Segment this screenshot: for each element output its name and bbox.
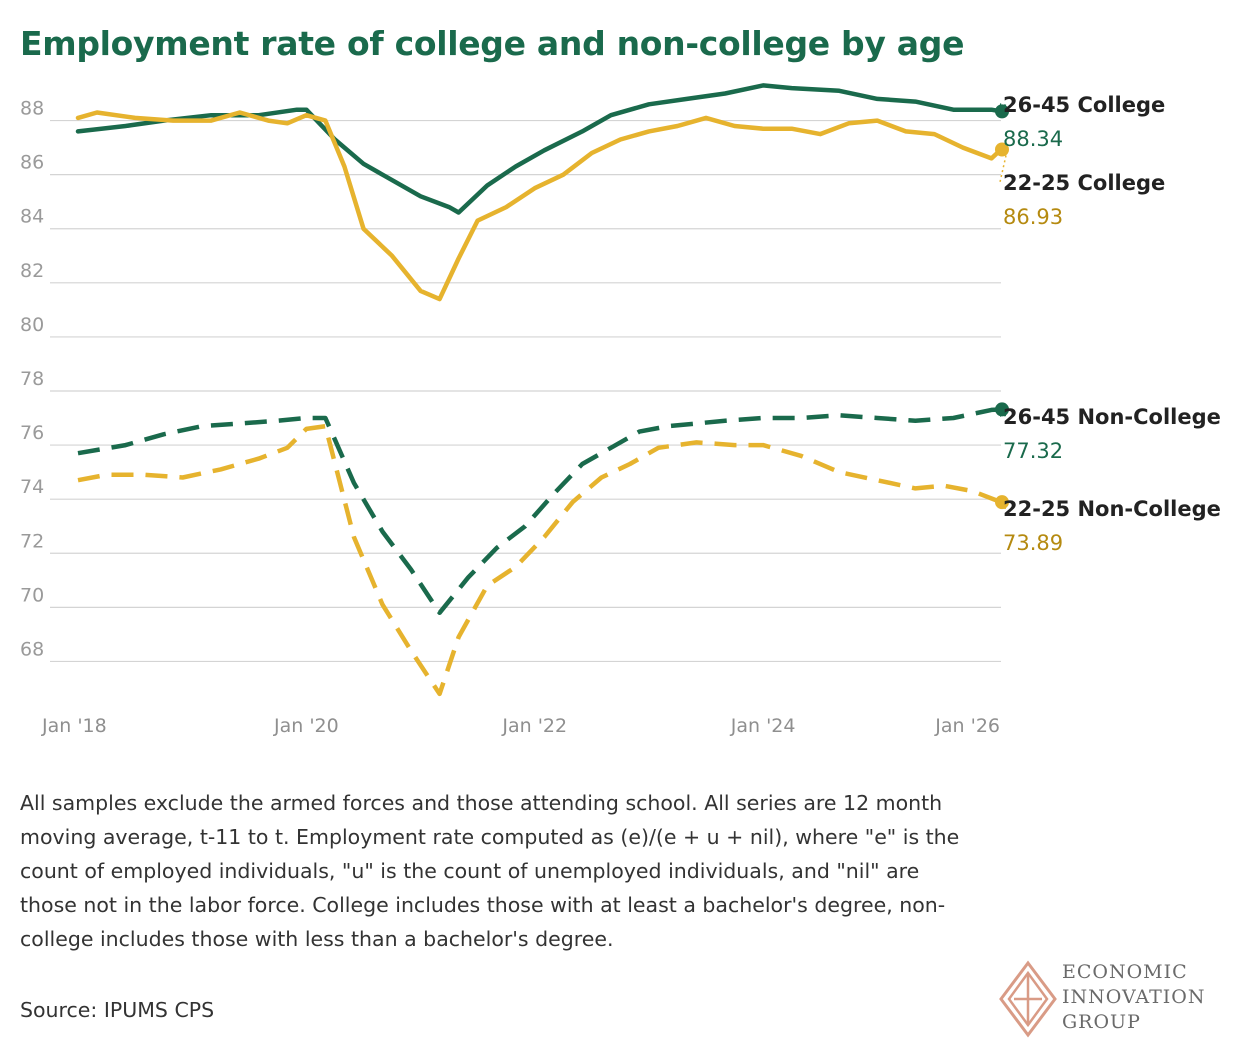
y-tick-label: 70 bbox=[20, 584, 44, 606]
label-leader bbox=[999, 414, 1007, 417]
series-value-label: 73.89 bbox=[1003, 531, 1063, 555]
y-axis-ticks: 68 70 72 74 76 78 80 82 84 86 88 bbox=[20, 98, 44, 661]
series-end-marker bbox=[995, 495, 1009, 510]
y-tick-label: 88 bbox=[20, 98, 44, 120]
x-tick-label: Jan '24 bbox=[730, 715, 796, 737]
series-line bbox=[77, 423, 1002, 697]
chart-title: Employment rate of college and non-colle… bbox=[20, 24, 965, 63]
eig-diamond-icon bbox=[999, 960, 1057, 1038]
series-end-marker bbox=[995, 402, 1009, 417]
y-tick-label: 86 bbox=[20, 152, 44, 174]
series-end-marker bbox=[995, 142, 1009, 157]
x-axis-ticks: Jan '18 Jan '20 Jan '22 Jan '24 Jan '26 bbox=[41, 715, 1000, 737]
eig-logo: ECONOMIC INNOVATION GROUP bbox=[998, 960, 1230, 1038]
series-labels: 26-45 College 88.34 22-25 College 86.93 26-4… bbox=[999, 93, 1221, 555]
y-tick-label: 74 bbox=[20, 476, 44, 498]
series-line bbox=[75, 110, 1004, 302]
x-tick-label: Jan '18 bbox=[41, 715, 107, 737]
footnote: All samples exclude the armed forces and… bbox=[20, 791, 960, 951]
x-tick-label: Jan '26 bbox=[934, 715, 1000, 737]
y-tick-label: 72 bbox=[20, 530, 44, 552]
series-value-label: 86.93 bbox=[1003, 205, 1063, 229]
logo-line-3: GROUP bbox=[1062, 1011, 1141, 1033]
series-line bbox=[75, 83, 1004, 215]
logo-line-2: INNOVATION bbox=[1062, 986, 1206, 1008]
label-leader bbox=[999, 103, 1007, 107]
series-end-marker bbox=[995, 104, 1009, 119]
y-tick-label: 76 bbox=[20, 422, 44, 444]
x-tick-label: Jan '20 bbox=[273, 715, 339, 737]
series-name-label: 26-45 College bbox=[1003, 93, 1165, 117]
y-tick-label: 80 bbox=[20, 314, 44, 336]
x-tick-label: Jan '22 bbox=[501, 715, 567, 737]
source-note: Source: IPUMS CPS bbox=[20, 998, 215, 1022]
series-value-label: 88.34 bbox=[1003, 127, 1063, 151]
y-tick-label: 84 bbox=[20, 206, 44, 228]
series-value-label: 77.32 bbox=[1003, 439, 1063, 463]
series-lines bbox=[75, 83, 1009, 697]
series-line bbox=[77, 407, 1002, 616]
series-name-label: 26-45 Non-College bbox=[1003, 405, 1221, 429]
logo-line-1: ECONOMIC bbox=[1062, 961, 1188, 983]
y-tick-label: 68 bbox=[20, 638, 44, 660]
series-name-label: 22-25 College bbox=[1003, 171, 1165, 195]
gridlines bbox=[50, 119, 1001, 663]
series-name-label: 22-25 Non-College bbox=[1003, 497, 1221, 521]
y-tick-label: 78 bbox=[20, 368, 44, 390]
y-tick-label: 82 bbox=[20, 260, 44, 282]
